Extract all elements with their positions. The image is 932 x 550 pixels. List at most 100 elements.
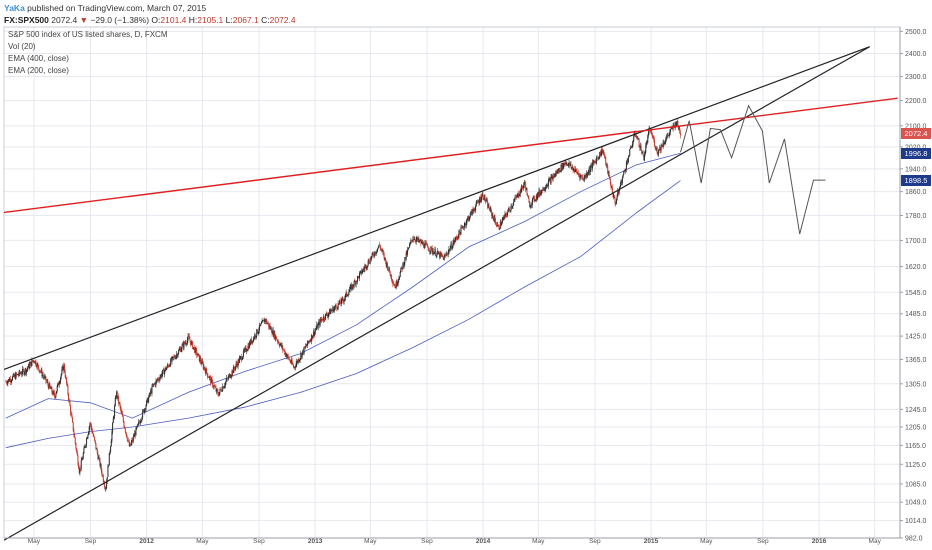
candle-body xyxy=(104,487,106,489)
candle-body xyxy=(87,434,89,439)
candle-body xyxy=(455,237,457,238)
candle-body xyxy=(364,266,366,270)
y-tick-label: 2500.0 xyxy=(905,29,927,36)
candle-body xyxy=(569,162,571,166)
candle-body xyxy=(200,358,202,363)
candle-body xyxy=(100,464,102,467)
x-tick-label: May xyxy=(869,538,882,545)
candle-body xyxy=(519,189,521,195)
candle-body xyxy=(375,251,377,254)
candle-body xyxy=(197,353,199,356)
study-ema-400[interactable]: EMA (400, close) xyxy=(8,54,69,63)
price-axis: 2500.02400.02300.02200.02100.02020.01940… xyxy=(899,27,927,543)
candle-body xyxy=(501,219,503,224)
candle-body xyxy=(517,193,519,197)
candle-body xyxy=(348,292,350,296)
candle-body xyxy=(658,149,660,151)
candle-body xyxy=(155,380,157,386)
candle-body xyxy=(12,374,14,377)
candle-body xyxy=(530,204,532,207)
candle-body xyxy=(152,383,154,386)
candle-body xyxy=(611,187,613,194)
study-ema-200[interactable]: EMA (200, close) xyxy=(8,66,69,75)
candle-body xyxy=(515,197,517,198)
candle-body xyxy=(563,163,565,165)
candle-body xyxy=(536,195,538,199)
candle-body xyxy=(131,439,133,443)
candle-body xyxy=(222,386,224,389)
candle-body xyxy=(38,365,40,369)
candle-body xyxy=(660,144,662,151)
candle-body xyxy=(471,209,473,216)
candle-body xyxy=(330,310,332,314)
candle-body xyxy=(84,446,86,449)
candle-body xyxy=(30,361,32,366)
candle-body xyxy=(142,409,144,411)
candle-body xyxy=(525,188,527,190)
symbol-label[interactable]: FX:SPX500 xyxy=(4,15,49,25)
candle-body xyxy=(399,276,401,279)
candle-body xyxy=(231,370,233,376)
candle-body xyxy=(64,364,66,372)
candle-body xyxy=(70,405,72,414)
candle-body xyxy=(627,160,629,163)
x-tick-label: 2016 xyxy=(812,538,827,545)
candle-body xyxy=(255,336,257,338)
candle-body xyxy=(28,364,30,369)
candle-body xyxy=(496,225,498,227)
candle-body xyxy=(294,366,296,368)
candle-body xyxy=(441,254,443,257)
candle-body xyxy=(91,427,93,433)
candle-body xyxy=(407,249,409,255)
candle-body xyxy=(601,149,603,154)
candle-body xyxy=(266,323,268,325)
candle-body xyxy=(230,375,232,377)
candle-body xyxy=(487,204,489,208)
candle-body xyxy=(586,173,588,176)
candle-body xyxy=(457,237,459,238)
candle-body xyxy=(309,340,311,342)
candle-body xyxy=(133,436,135,438)
candle-body xyxy=(295,363,297,368)
candle-body xyxy=(451,243,453,249)
candle-body xyxy=(502,218,504,220)
candle-body xyxy=(405,257,407,259)
candle-body xyxy=(461,226,463,228)
x-tick-label: 2014 xyxy=(476,538,491,545)
candle-body xyxy=(14,374,16,379)
candle-body xyxy=(431,246,433,248)
candle-body xyxy=(216,389,218,392)
candle-body xyxy=(347,295,349,296)
candle-body xyxy=(302,349,304,353)
candle-body xyxy=(206,368,208,373)
candle-body xyxy=(46,381,48,382)
candle-body xyxy=(505,213,507,215)
candle-body xyxy=(628,155,630,158)
candle-body xyxy=(605,164,607,165)
candle-body xyxy=(354,281,356,282)
candle-body xyxy=(403,263,405,267)
candle-body xyxy=(372,253,374,254)
x-tick-label: May xyxy=(532,538,545,545)
candle-body xyxy=(383,252,385,255)
candle-body xyxy=(601,149,603,153)
study-volume[interactable]: Vol (20) xyxy=(8,42,36,51)
candle-body xyxy=(578,174,580,176)
candle-body xyxy=(344,298,346,300)
candle-body xyxy=(72,417,74,423)
published-text: published on TradingView.com, March 07, … xyxy=(24,3,207,13)
candle-body xyxy=(476,201,478,203)
candle-body xyxy=(663,142,665,145)
x-tick-label: 2015 xyxy=(644,538,659,545)
candle-body xyxy=(616,196,618,200)
candle-body xyxy=(304,346,306,348)
candle-body xyxy=(18,370,20,375)
candle-body xyxy=(45,376,47,382)
candle-body xyxy=(379,244,381,246)
candle-body xyxy=(650,131,652,132)
candle-body xyxy=(273,331,275,337)
author-link[interactable]: YaKa xyxy=(4,3,25,13)
candle-body xyxy=(233,366,235,369)
candle-body xyxy=(281,345,283,348)
